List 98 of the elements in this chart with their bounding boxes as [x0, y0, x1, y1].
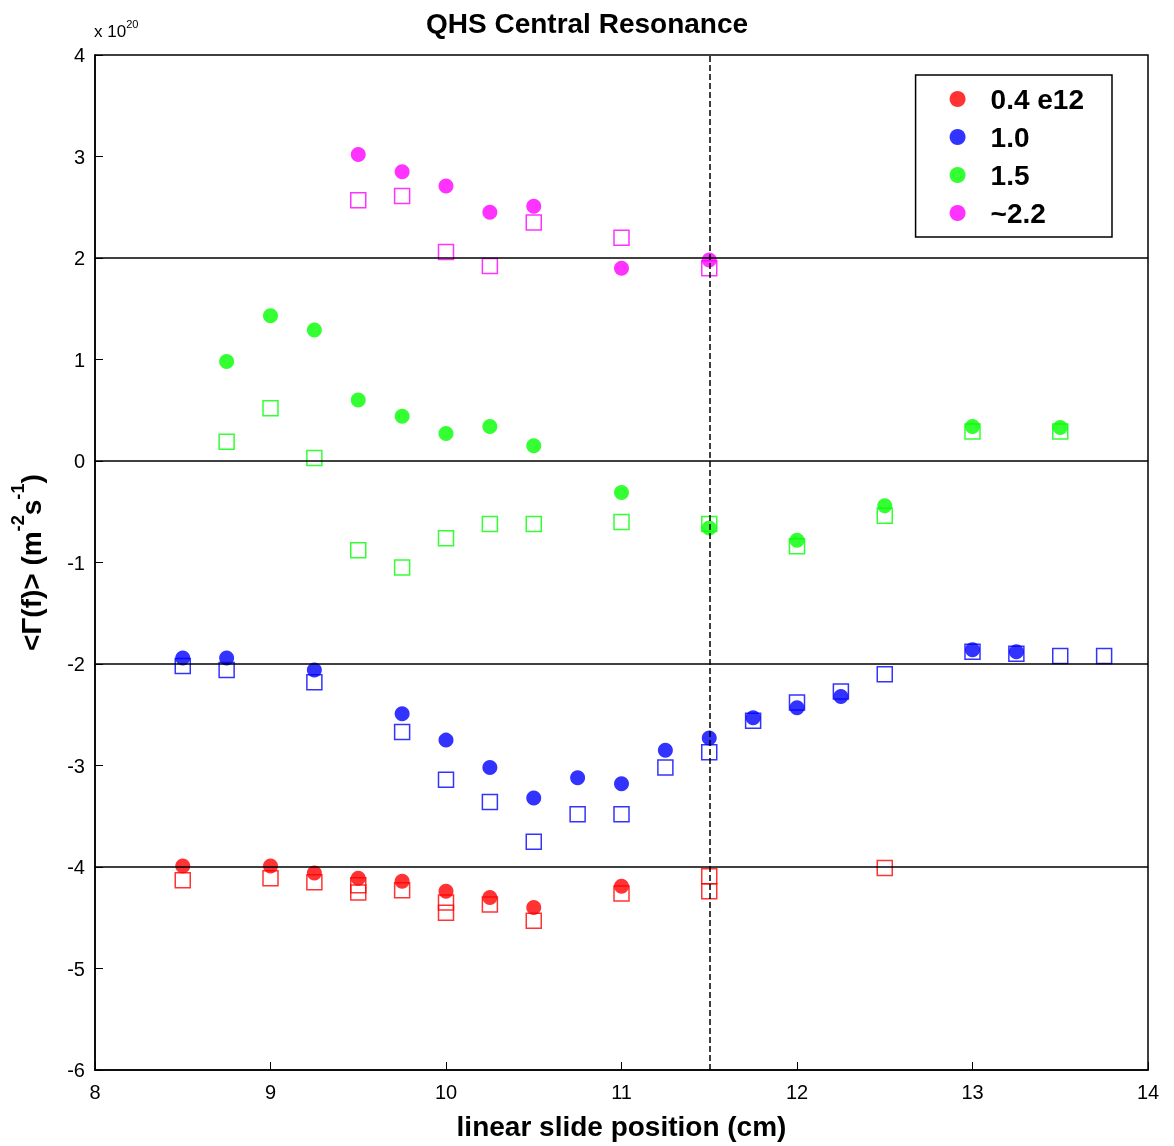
point [526, 900, 542, 916]
y-tick-label: -2 [67, 653, 85, 675]
point [218, 433, 235, 450]
point [262, 399, 279, 417]
point [964, 423, 981, 440]
legend-label: 1.0 [990, 121, 1030, 153]
point [701, 259, 718, 277]
point [614, 260, 629, 276]
point [569, 805, 586, 823]
x-tick-label: 13 [961, 1081, 984, 1103]
point [701, 867, 718, 885]
point [526, 790, 542, 806]
point [526, 198, 542, 214]
y-tick-label: -3 [67, 754, 85, 777]
chart-title: QHS Central Resonance [425, 7, 749, 39]
point [525, 214, 542, 231]
point [525, 833, 542, 850]
point [350, 542, 367, 559]
point [481, 515, 499, 533]
point [614, 484, 629, 500]
point [876, 859, 893, 877]
point [350, 146, 366, 162]
point [613, 885, 630, 902]
point [393, 559, 411, 576]
point [438, 426, 454, 442]
point [438, 732, 454, 748]
point [525, 515, 542, 533]
x-tick-label: 14 [1136, 1081, 1160, 1103]
point [876, 665, 893, 683]
x-axis-title: linear slide position (cm) [456, 1110, 787, 1142]
point [832, 683, 850, 700]
point [481, 896, 499, 913]
point [218, 661, 235, 679]
point [394, 164, 410, 180]
point [876, 507, 893, 525]
point [219, 354, 235, 370]
point [701, 744, 718, 761]
point [437, 771, 455, 788]
point [657, 742, 673, 758]
point [437, 243, 455, 261]
point [701, 515, 718, 533]
point [657, 759, 674, 776]
y-tick-label: -1 [67, 551, 85, 574]
y-tick-label: 3 [73, 145, 85, 168]
point [350, 877, 367, 894]
point [437, 529, 455, 547]
y-tick-label: 4 [73, 44, 85, 66]
x-tick-label: 9 [264, 1081, 277, 1103]
point [393, 187, 411, 205]
y-tick-label: -6 [67, 1059, 85, 1081]
y-tick-label: 2 [73, 247, 85, 269]
y-axis-title: <Γ(f)> (m-2s-1) [7, 474, 47, 651]
point [614, 776, 629, 792]
y-tick-label: -5 [67, 957, 85, 980]
y-tick-label: 0 [73, 450, 85, 472]
point [744, 712, 762, 730]
x-tick-label: 8 [89, 1081, 101, 1103]
point [306, 873, 323, 891]
point [570, 770, 586, 786]
point [525, 912, 542, 930]
point [263, 308, 278, 324]
point [394, 706, 410, 722]
point [613, 513, 630, 531]
point [306, 674, 323, 691]
point [482, 204, 498, 220]
point [613, 229, 630, 246]
x-tick-label: 10 [434, 1081, 458, 1103]
point [393, 723, 411, 741]
legend-label: ~2.2 [990, 197, 1046, 229]
y-tick-label: -4 [67, 856, 85, 878]
point [877, 498, 893, 514]
point [350, 191, 367, 209]
point [437, 904, 455, 921]
point [701, 883, 718, 900]
point [306, 322, 322, 338]
point [262, 869, 279, 887]
point [393, 882, 411, 899]
point [394, 408, 410, 424]
point [482, 760, 498, 776]
point [788, 538, 806, 555]
point [613, 805, 630, 823]
point [306, 449, 323, 467]
x-tick-label: 12 [785, 1081, 809, 1103]
point [174, 871, 191, 889]
point [526, 438, 542, 454]
point [1052, 423, 1069, 440]
x-tick-label: 11 [611, 1081, 632, 1103]
point [350, 392, 366, 408]
point [350, 884, 367, 901]
legend-label: 1.5 [990, 159, 1030, 191]
legend-label: 0.4 e12 [990, 83, 1084, 115]
point [482, 418, 498, 434]
point [438, 178, 454, 194]
point [788, 694, 806, 711]
y-tick-label: 1 [73, 348, 85, 371]
point [437, 894, 455, 911]
point [174, 657, 191, 675]
point [481, 793, 499, 811]
